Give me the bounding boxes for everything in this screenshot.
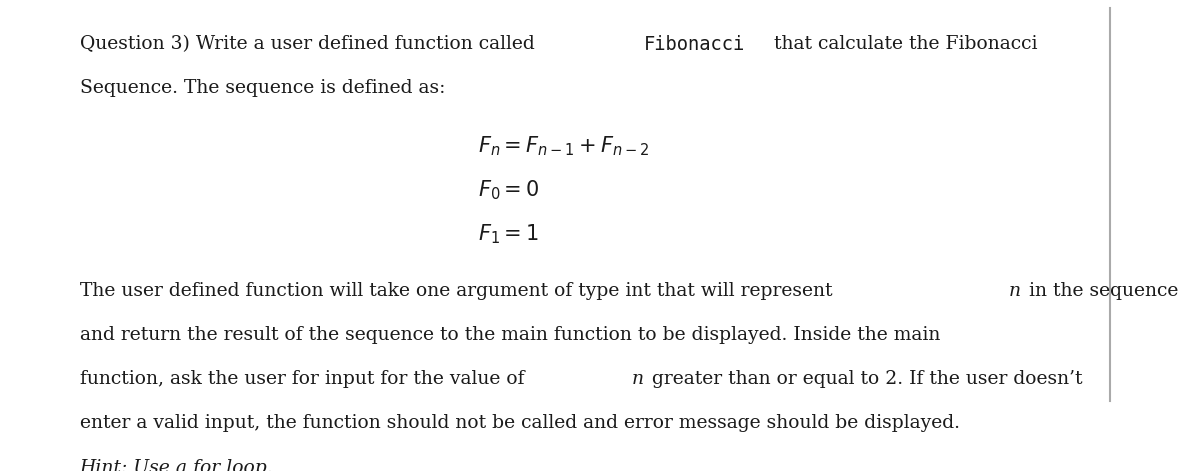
Text: in the sequence: in the sequence	[1024, 282, 1178, 300]
Text: Sequence. The sequence is defined as:: Sequence. The sequence is defined as:	[79, 79, 445, 97]
Text: n: n	[1009, 282, 1021, 300]
Text: and return the result of the sequence to the main function to be displayed. Insi: and return the result of the sequence to…	[79, 326, 940, 344]
Text: greater than or equal to 2. If the user doesn’t: greater than or equal to 2. If the user …	[647, 370, 1082, 388]
Text: $F_1 = 1$: $F_1 = 1$	[479, 223, 539, 246]
Text: that calculate the Fibonacci: that calculate the Fibonacci	[768, 35, 1038, 53]
Text: $F_n = F_{n-1} + F_{n-2}$: $F_n = F_{n-1} + F_{n-2}$	[479, 134, 649, 158]
Text: function, ask the user for input for the value of: function, ask the user for input for the…	[79, 370, 530, 388]
Text: enter a valid input, the function should not be called and error message should : enter a valid input, the function should…	[79, 414, 960, 432]
Text: Fibonacci: Fibonacci	[644, 35, 745, 54]
Text: Question 3) Write a user defined function called: Question 3) Write a user defined functio…	[79, 35, 540, 53]
Text: Hint: Use a for loop.: Hint: Use a for loop.	[79, 459, 274, 471]
Text: n: n	[631, 370, 643, 388]
Text: $F_0 = 0$: $F_0 = 0$	[479, 179, 540, 202]
Text: The user defined function will take one argument of type int that will represent: The user defined function will take one …	[79, 282, 839, 300]
